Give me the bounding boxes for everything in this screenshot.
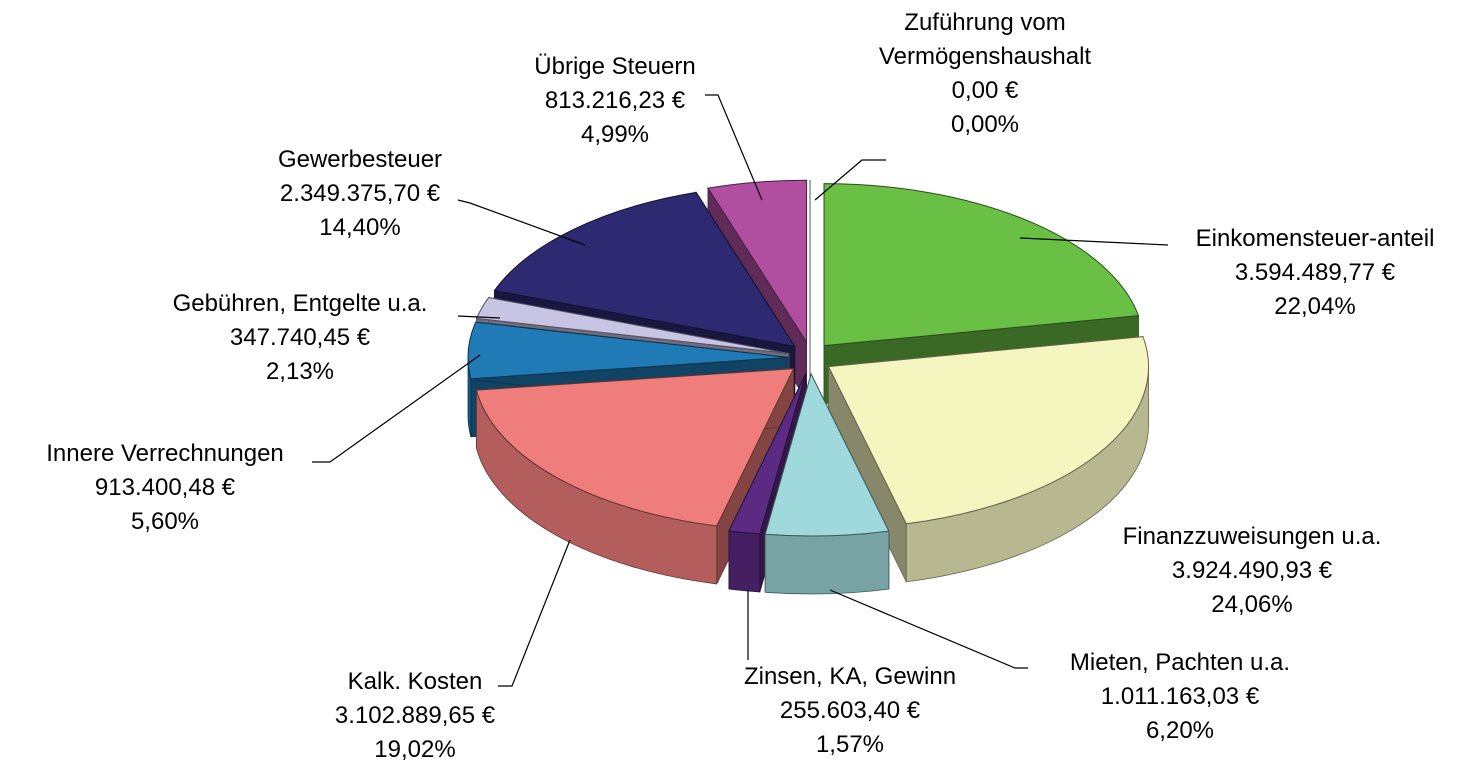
label-percent: 19,02% [374, 736, 456, 760]
leader-line [705, 94, 763, 201]
slice-wall [728, 530, 761, 593]
data-label: Finanzzuweisungen u.a. 3.924.490,93 € 24,0… [1123, 520, 1382, 622]
slice-top [475, 368, 795, 527]
label-percent: 0,00% [950, 111, 1020, 138]
label-name: Zinsen, KA, Gewinn [743, 663, 957, 690]
leader-line [457, 315, 501, 319]
label-percent: 14,40% [319, 214, 401, 241]
data-label: Innere Verrechnungen 913.400,48 € 5,60% [46, 437, 284, 539]
data-label: Kalk. Kosten 3.102.889,65 € 19,02% [335, 665, 495, 760]
data-label: Einkomensteuer-anteil 3.594.489,77 € 22,04… [1196, 222, 1435, 324]
leader-line [829, 589, 1028, 669]
label-value: 2.349.375,70 € [279, 180, 441, 207]
label-percent: 24,06% [1211, 591, 1293, 618]
slice-top [493, 191, 796, 348]
label-name: Innere Verrechnungen [46, 440, 284, 467]
label-name: Gebühren, Entgelte u.a. [172, 290, 428, 317]
label-percent: 5,60% [130, 508, 200, 535]
slice-top [707, 179, 808, 344]
label-name: Mieten, Pachten u.a. [1069, 649, 1291, 676]
label-percent: 4,99% [580, 121, 650, 148]
slice-top [764, 372, 890, 537]
label-name: Einkomensteuer-anteil [1195, 225, 1435, 252]
slice-wall [764, 530, 890, 595]
label-value: 0,00 € [951, 77, 1019, 104]
label-value: 813.216,23 € [544, 87, 686, 114]
label-percent: 6,20% [1145, 717, 1215, 744]
slice-top [823, 183, 1140, 347]
label-name: Finanzzuweisungen u.a. [1122, 523, 1382, 550]
label-name: Gewerbesteuer [277, 146, 443, 173]
leader-lines [312, 94, 1169, 687]
label-value: 1.011.163,03 € [1100, 683, 1260, 710]
label-percent: 22,04% [1274, 293, 1356, 320]
data-label: Mieten, Pachten u.a. 1.011.163,03 € 6,20% [1070, 646, 1290, 748]
label-name: Zuführung vom Vermögenshaushalt [878, 9, 1092, 70]
label-value: 913.400,48 € [94, 474, 236, 501]
data-label: Übrige Steuern 813.216,23 € 4,99% [534, 50, 695, 152]
leader-line [814, 159, 886, 201]
slice [475, 368, 795, 585]
label-value: 3.102.889,65 € [334, 702, 496, 729]
data-label: Gewerbesteuer 2.349.375,70 € 14,40% [278, 143, 442, 245]
label-value: 3.924.490,93 € [1171, 557, 1333, 584]
label-value: 3.594.489,77 € [1234, 259, 1396, 286]
data-label: Gebühren, Entgelte u.a. 347.740,45 € 2,13% [173, 287, 428, 389]
label-name: Übrige Steuern [534, 53, 696, 80]
label-value: 255.603,40 € [779, 697, 921, 724]
label-value: 347.740,45 € [229, 324, 371, 351]
label-percent: 2,13% [265, 358, 335, 385]
slice-top [475, 296, 789, 354]
leader-line [312, 354, 481, 463]
data-label: Zuführung vom Vermögenshaushalt 0,00 € 0,0… [855, 6, 1115, 142]
label-name: Kalk. Kosten [347, 668, 483, 695]
slice-top [467, 321, 789, 380]
slice-top [827, 336, 1150, 525]
leader-line [498, 539, 571, 687]
slice-top [728, 373, 807, 535]
label-percent: 1,57% [815, 731, 885, 758]
pie [467, 179, 1150, 595]
slice [764, 372, 890, 595]
leader-line [1019, 237, 1169, 246]
data-label: Zinsen, KA, Gewinn 255.603,40 € 1,57% [744, 660, 956, 760]
leader-line [457, 199, 586, 246]
